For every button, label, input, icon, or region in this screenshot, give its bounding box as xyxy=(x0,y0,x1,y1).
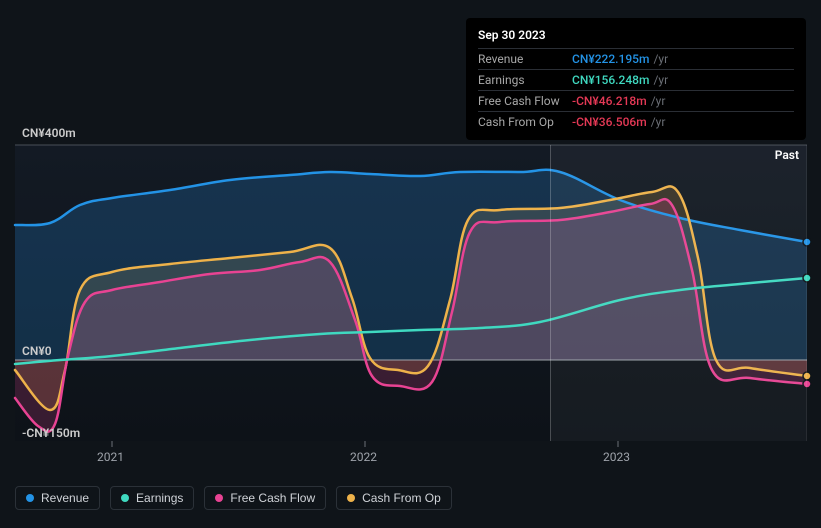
y-axis-label: -CN¥150m xyxy=(22,426,80,440)
x-axis-label: 2021 xyxy=(97,450,124,464)
tooltip-row-unit: /yr xyxy=(653,73,668,87)
tooltip-row-value: CN¥222.195m xyxy=(572,52,649,66)
tooltip-row-label: Earnings xyxy=(478,73,572,87)
chart-tooltip: Sep 30 2023 RevenueCN¥222.195m/yrEarning… xyxy=(466,18,806,140)
tooltip-row-value: -CN¥46.218m xyxy=(572,94,647,108)
tooltip-row-value: -CN¥36.506m xyxy=(572,115,647,129)
x-axis-label: 2023 xyxy=(603,450,630,464)
x-axis-label: 2022 xyxy=(350,450,377,464)
legend-fcf[interactable]: Free Cash Flow xyxy=(204,486,326,510)
legend-dot-icon xyxy=(347,494,355,502)
hover-line xyxy=(550,145,551,441)
tooltip-date: Sep 30 2023 xyxy=(478,26,794,48)
past-label: Past xyxy=(775,148,799,162)
legend-dot-icon xyxy=(121,494,129,502)
legend-label: Revenue xyxy=(41,491,89,505)
chart-legend: Revenue Earnings Free Cash Flow Cash Fro… xyxy=(15,486,452,510)
tooltip-row-unit: /yr xyxy=(651,115,666,129)
legend-label: Cash From Op xyxy=(362,491,441,505)
legend-revenue[interactable]: Revenue xyxy=(15,486,100,510)
legend-dot-icon xyxy=(26,494,34,502)
tooltip-row: Cash From Op-CN¥36.506m/yr xyxy=(478,111,794,132)
tooltip-row: RevenueCN¥222.195m/yr xyxy=(478,48,794,69)
tooltip-row-unit: /yr xyxy=(653,52,668,66)
legend-dot-icon xyxy=(215,494,223,502)
legend-label: Earnings xyxy=(136,491,183,505)
tooltip-row-unit: /yr xyxy=(651,94,666,108)
tooltip-row-label: Free Cash Flow xyxy=(478,94,572,108)
legend-label: Free Cash Flow xyxy=(230,491,315,505)
legend-earnings[interactable]: Earnings xyxy=(110,486,194,510)
tooltip-row-value: CN¥156.248m xyxy=(572,73,649,87)
tooltip-row-label: Revenue xyxy=(478,52,572,66)
tooltip-row-label: Cash From Op xyxy=(478,115,572,129)
tooltip-row: Free Cash Flow-CN¥46.218m/yr xyxy=(478,90,794,111)
y-axis-label: CN¥0 xyxy=(22,344,52,358)
tooltip-row: EarningsCN¥156.248m/yr xyxy=(478,69,794,90)
y-axis-label: CN¥400m xyxy=(22,126,76,140)
hover-shade xyxy=(551,145,807,441)
legend-cfo[interactable]: Cash From Op xyxy=(336,486,452,510)
